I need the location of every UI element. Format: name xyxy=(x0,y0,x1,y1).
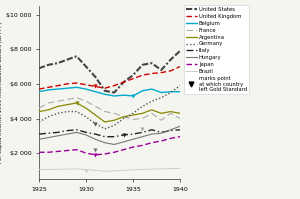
Legend: United States, United Kingdom, Belgium, France, Argentina, Germany, Italy, Hunga: United States, United Kingdom, Belgium, … xyxy=(184,5,249,95)
Y-axis label: Per capita income, 1990 international dollars (at PPP): Per capita income, 1990 international do… xyxy=(0,22,3,163)
